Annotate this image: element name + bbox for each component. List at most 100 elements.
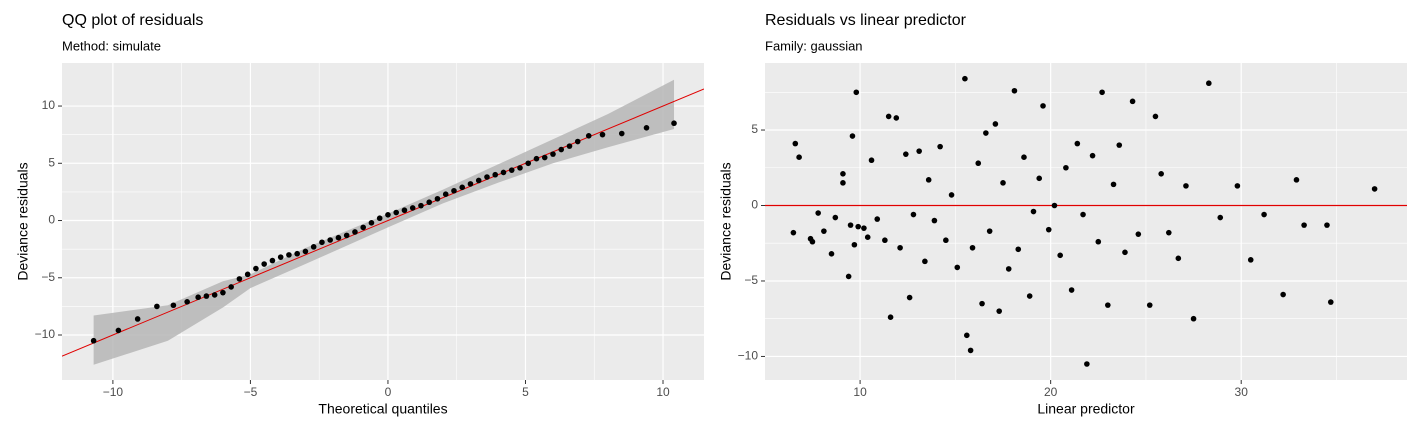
point — [903, 151, 909, 157]
point — [574, 138, 581, 145]
point — [1175, 255, 1182, 262]
point — [566, 143, 573, 149]
point — [1000, 180, 1006, 186]
point — [1122, 249, 1128, 256]
point — [1005, 266, 1012, 272]
point — [154, 303, 160, 310]
point — [1015, 246, 1022, 253]
point — [1165, 229, 1172, 236]
x-axis-title: Theoretical quantiles — [318, 401, 447, 417]
point — [1063, 164, 1069, 171]
x-tick-label: 20 — [1044, 385, 1058, 399]
point — [882, 237, 888, 244]
reference-line — [62, 88, 704, 357]
point — [418, 202, 424, 209]
point — [1045, 226, 1052, 233]
point — [922, 258, 928, 265]
point — [992, 121, 999, 127]
point — [1158, 170, 1164, 177]
point — [492, 171, 499, 178]
chart-subtitle: Method: simulate — [62, 38, 161, 53]
point — [792, 140, 799, 147]
point — [343, 232, 350, 239]
point — [1183, 183, 1189, 189]
chart-title: QQ plot of residuals — [62, 12, 203, 29]
point — [170, 302, 177, 309]
panel: QQ plot of residuals Method: simulate −10 −… — [15, 12, 704, 417]
point — [821, 228, 827, 234]
point — [1089, 152, 1096, 159]
point — [1116, 142, 1123, 148]
point — [906, 294, 913, 301]
point — [508, 167, 515, 173]
x-axis-title: Linear predictor — [1037, 401, 1135, 417]
point — [525, 160, 532, 167]
point — [1074, 140, 1081, 147]
chart-title: Residuals vs linear predictor — [765, 12, 967, 29]
point — [585, 133, 592, 139]
point — [550, 151, 556, 157]
point — [1324, 222, 1330, 228]
point — [236, 276, 243, 282]
point — [986, 228, 993, 234]
point — [916, 148, 922, 154]
point — [368, 220, 375, 226]
point — [855, 223, 861, 230]
point — [319, 239, 325, 246]
point — [541, 154, 548, 161]
point — [1026, 293, 1033, 299]
point — [335, 234, 342, 241]
y-axis-title: Deviance residuals — [718, 162, 734, 280]
point — [1080, 211, 1086, 218]
point — [897, 244, 903, 251]
point — [228, 284, 234, 290]
point — [1129, 98, 1136, 105]
point — [211, 292, 218, 298]
point — [1110, 181, 1117, 188]
point — [910, 211, 917, 218]
x-tick-label: 5 — [522, 385, 529, 399]
plot-area — [62, 79, 704, 365]
x-tick-label: 0 — [385, 385, 392, 399]
point — [967, 347, 974, 354]
point — [195, 294, 201, 301]
point — [401, 207, 408, 214]
point — [979, 300, 985, 307]
x-tick-label: 10 — [853, 385, 867, 399]
point — [261, 261, 267, 267]
point — [1095, 238, 1102, 245]
point — [1105, 302, 1111, 308]
point — [467, 181, 474, 187]
point — [253, 265, 259, 272]
point — [931, 217, 938, 224]
point — [244, 271, 251, 278]
point — [1135, 231, 1142, 237]
point — [484, 174, 490, 180]
point — [302, 248, 309, 255]
point — [517, 165, 523, 171]
point — [815, 210, 821, 216]
point — [134, 316, 141, 322]
point — [925, 177, 932, 183]
point — [426, 199, 433, 206]
point — [360, 224, 366, 231]
point — [1371, 186, 1378, 192]
point — [996, 308, 1002, 314]
point — [1084, 361, 1090, 367]
point — [1036, 175, 1043, 182]
point — [451, 187, 457, 194]
y-tick-label: −5 — [744, 273, 758, 287]
point — [796, 154, 802, 160]
point — [948, 192, 955, 198]
point — [840, 170, 846, 177]
point — [558, 146, 565, 153]
point — [459, 184, 466, 191]
point — [90, 337, 97, 344]
point — [943, 237, 949, 244]
point — [861, 225, 867, 231]
point — [840, 180, 846, 186]
point — [847, 222, 854, 228]
point — [184, 299, 190, 305]
point — [969, 244, 976, 251]
